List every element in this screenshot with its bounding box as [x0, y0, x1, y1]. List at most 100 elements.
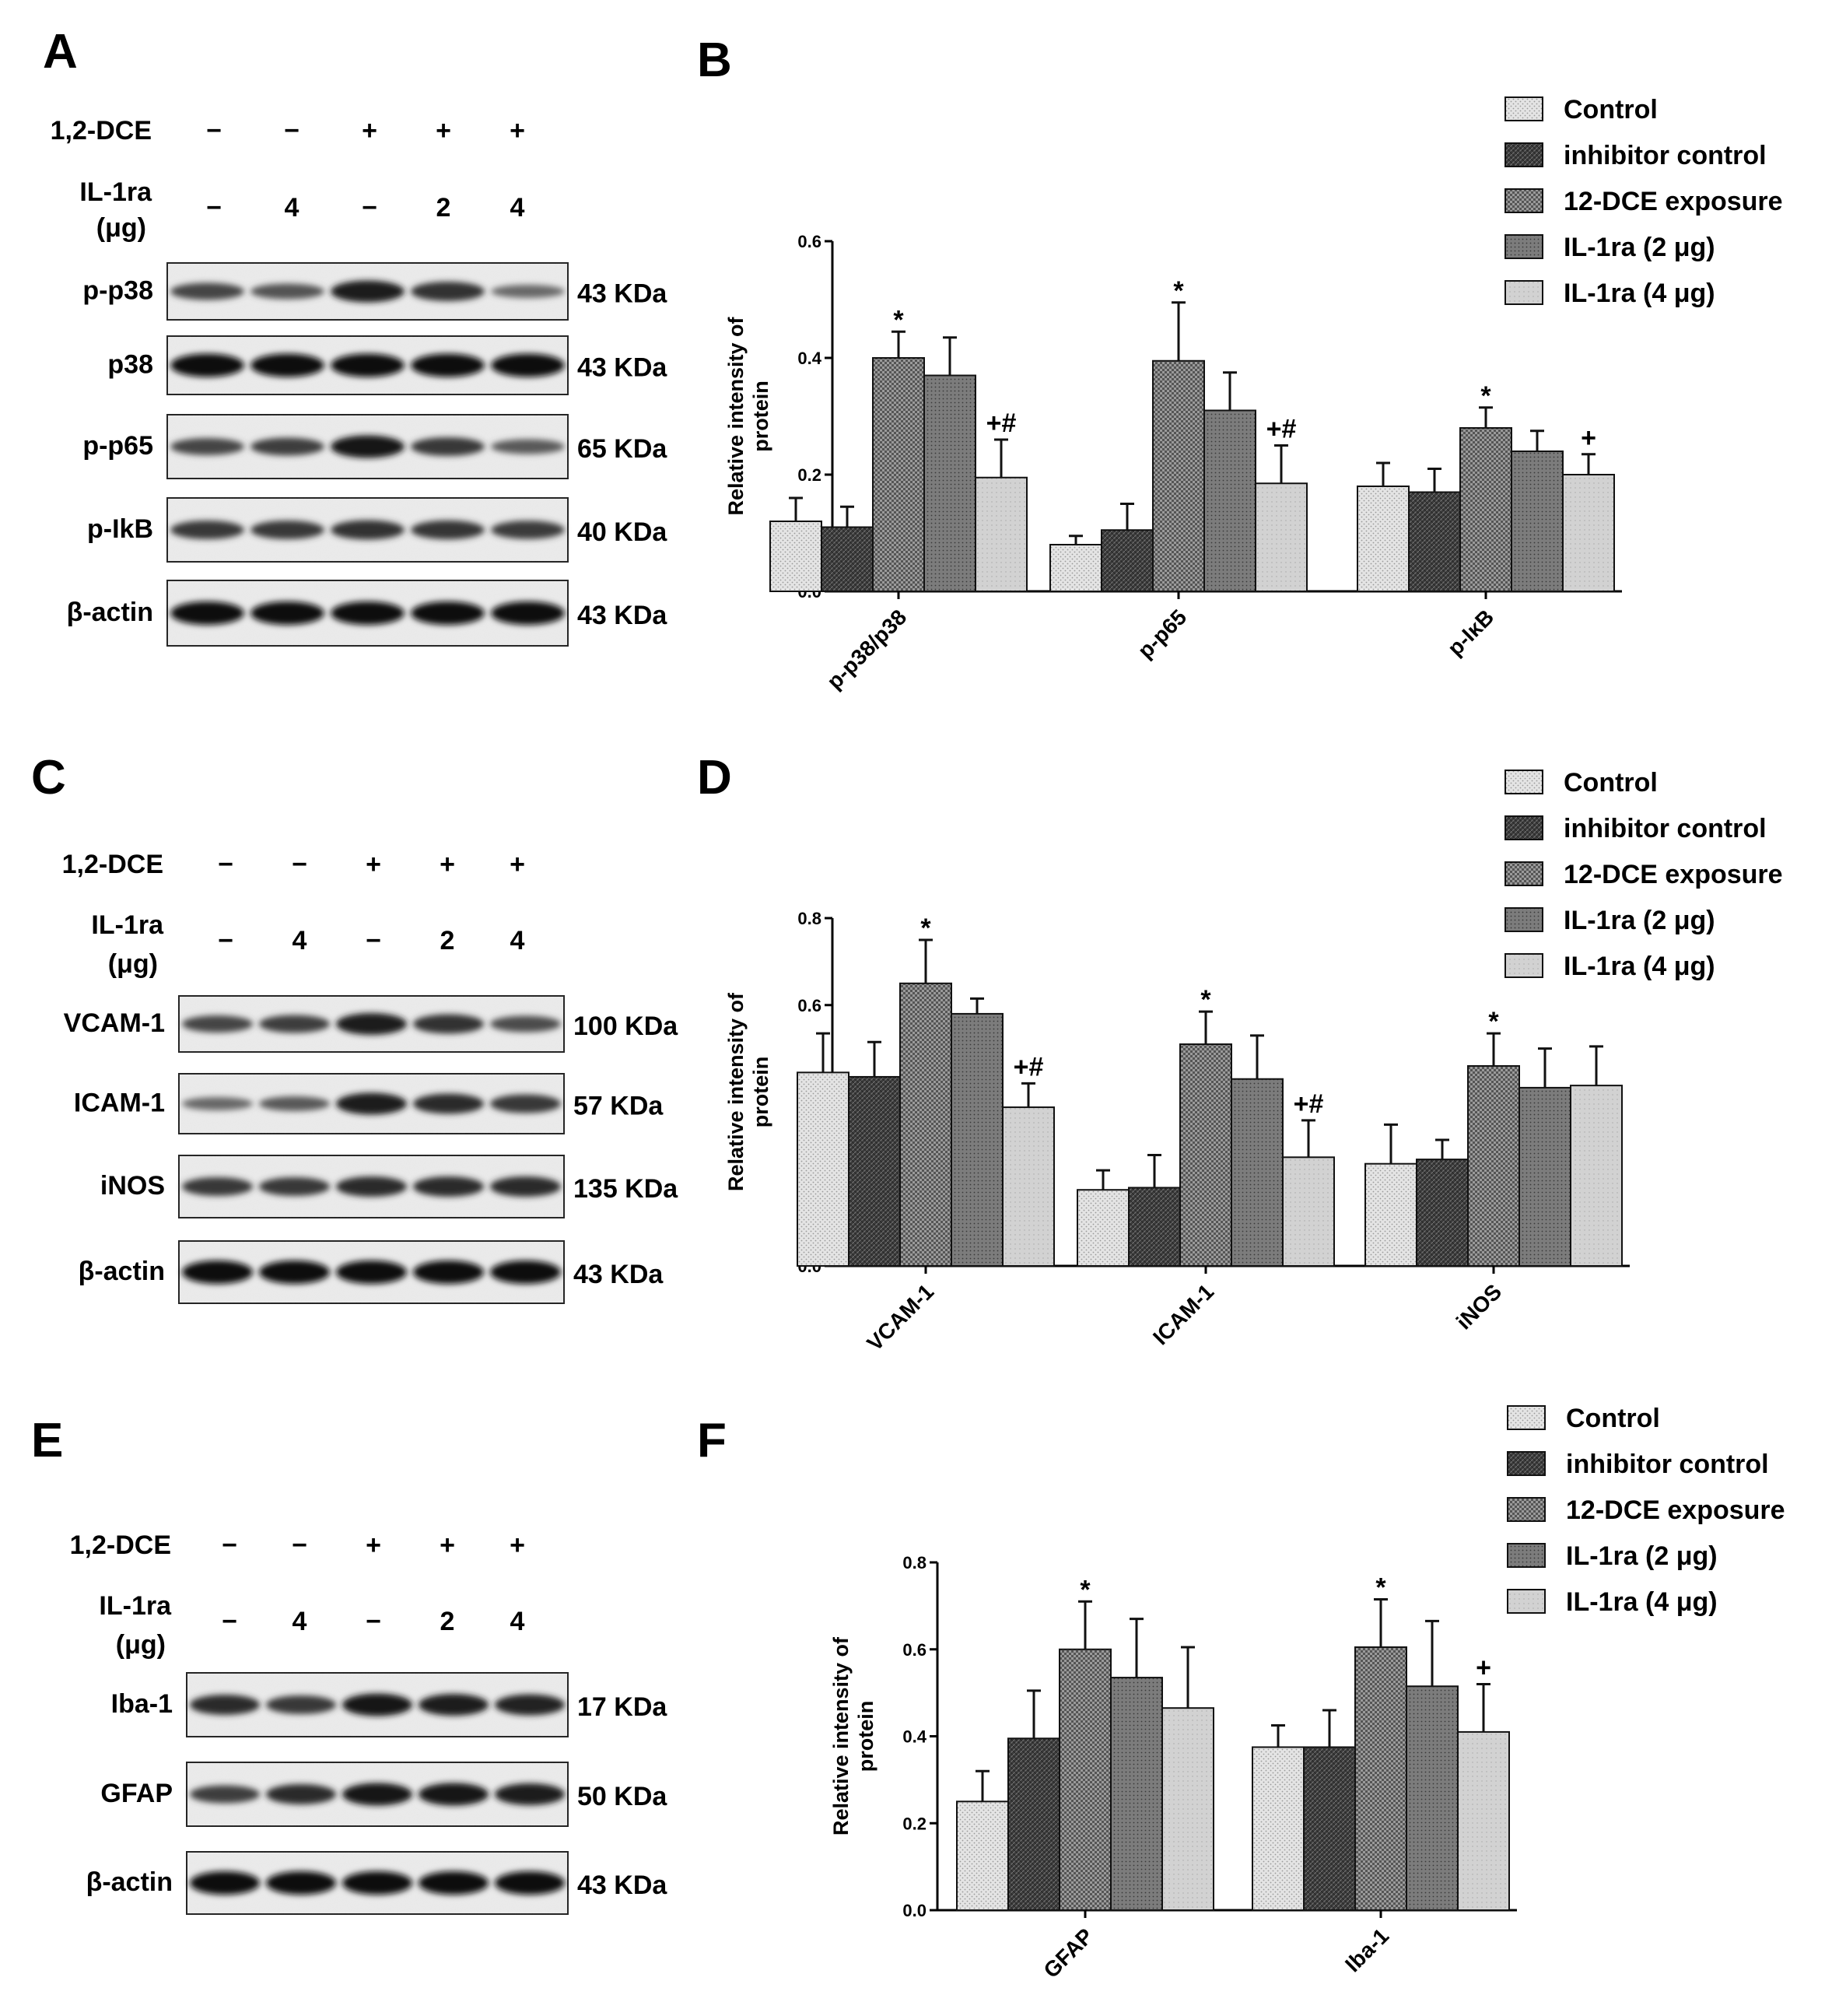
protein-band — [412, 1176, 485, 1197]
bar — [1128, 1187, 1181, 1267]
protein-band — [170, 282, 244, 300]
protein-band — [412, 1093, 485, 1114]
chart-legend-D: Control inhibitor control 12-DCE exposure I… — [1504, 768, 1783, 981]
x-category-label: p-IκB — [1443, 605, 1498, 660]
western-blot-panel-C: 1,2-DCE IL-1ra (μg) − − − 4 + − +2 +4 VCAM-1 100 KDa… — [62, 850, 678, 1304]
legend-label: IL-1ra (2 μg) — [1564, 233, 1715, 262]
protein-band — [258, 1177, 331, 1196]
bar — [1049, 544, 1102, 592]
bar — [1406, 1685, 1459, 1911]
bar — [1002, 1106, 1055, 1267]
y-axis-title: Relative intensity ofprotein — [829, 1636, 877, 1835]
protein-band — [412, 1014, 485, 1034]
bar — [797, 1071, 849, 1267]
bar — [821, 526, 874, 592]
protein-band — [335, 1260, 408, 1284]
protein-band — [189, 1871, 261, 1895]
legend-swatch — [1507, 1497, 1546, 1522]
il1ra-dose: 2 — [440, 926, 455, 955]
significance-marker: * — [1080, 1575, 1091, 1604]
protein-band — [411, 520, 485, 540]
bar — [1457, 1730, 1510, 1912]
legend-swatch — [1504, 188, 1543, 213]
protein-band — [258, 1096, 331, 1111]
blot-protein-label: ICAM-1 — [74, 1089, 165, 1118]
significance-marker: +# — [1294, 1089, 1324, 1119]
protein-band — [489, 1015, 562, 1033]
legend-swatch — [1507, 1405, 1546, 1430]
bar — [923, 374, 976, 592]
dce-sign: − — [218, 850, 233, 879]
blot-row: p-IkB 40 KDa — [87, 497, 667, 563]
blot-row: β-actin 43 KDa — [86, 1851, 667, 1915]
legend-swatch — [1504, 815, 1543, 840]
dce-sign: − — [222, 1530, 237, 1560]
il1ra-dose: 4 — [510, 193, 525, 223]
protein-band — [342, 1871, 413, 1895]
legend-label: IL-1ra (2 μg) — [1564, 906, 1715, 935]
protein-band — [489, 1260, 562, 1284]
protein-band — [418, 1871, 489, 1895]
legend-swatch — [1504, 861, 1543, 886]
legend-label: Control — [1564, 95, 1658, 124]
protein-band — [489, 1176, 562, 1197]
y-tick-label: 0.6 — [902, 1640, 927, 1660]
y-tick-label: 0.4 — [797, 349, 821, 368]
protein-band — [250, 521, 324, 539]
protein-band — [491, 601, 565, 625]
dce-sign: − — [292, 1530, 307, 1560]
il1ra-row-label: IL-1ra — [99, 1591, 172, 1621]
il1ra-dose: 4 — [285, 193, 299, 223]
bar — [1231, 1078, 1284, 1267]
significance-marker: +# — [1266, 415, 1297, 444]
panel-label-C: C — [31, 751, 66, 805]
protein-band — [491, 353, 565, 377]
il1ra-dose: 4 — [292, 926, 307, 955]
protein-band — [342, 1693, 413, 1716]
blot-protein-label: p-p38 — [82, 276, 153, 306]
x-category-label: Iba-1 — [1340, 1923, 1393, 1976]
x-category-label: p-p38/p38 — [822, 605, 911, 693]
protein-band — [489, 1094, 562, 1113]
legend-swatch — [1504, 953, 1543, 978]
panel-label-F: F — [697, 1414, 727, 1467]
x-category-label: iNOS — [1452, 1279, 1506, 1334]
dce-sign: − — [292, 850, 307, 879]
bar — [1203, 409, 1256, 592]
bar — [1459, 427, 1512, 592]
blot-kda-label: 100 KDa — [573, 1012, 678, 1041]
protein-band — [331, 353, 405, 377]
legend-swatch — [1504, 234, 1543, 259]
dce-sign: + — [436, 116, 451, 146]
bar — [1518, 1086, 1571, 1267]
il1ra-dose: 4 — [510, 1607, 525, 1636]
protein-band — [411, 601, 485, 625]
protein-band — [181, 1177, 254, 1196]
y-tick-label: 0.2 — [797, 465, 821, 485]
blot-kda-label: 40 KDa — [577, 517, 667, 547]
protein-band — [181, 1260, 254, 1284]
protein-band — [418, 1694, 489, 1716]
bar — [769, 521, 822, 592]
x-category-label: p-p65 — [1133, 605, 1192, 663]
protein-band — [412, 1260, 485, 1284]
bar — [975, 476, 1028, 592]
y-tick-label: 0.6 — [797, 232, 821, 251]
dce-sign: − — [284, 116, 299, 146]
il1ra-dose: 2 — [440, 1607, 455, 1636]
protein-band — [189, 1785, 261, 1804]
bar — [1562, 474, 1615, 592]
bar — [1007, 1737, 1060, 1911]
blot-kda-label: 43 KDa — [577, 1870, 667, 1900]
protein-band — [181, 1015, 254, 1033]
il1ra-row-label: IL-1ra — [79, 177, 152, 207]
bar — [1570, 1085, 1623, 1267]
blot-row: VCAM-1 100 KDa — [64, 995, 678, 1053]
bar — [1467, 1064, 1520, 1267]
blot-kda-label: 50 KDa — [577, 1782, 667, 1811]
significance-marker: + — [1581, 423, 1596, 453]
y-tick-label: 0.8 — [902, 1553, 927, 1572]
bar — [1357, 486, 1410, 592]
blot-protein-label: p38 — [107, 350, 153, 380]
